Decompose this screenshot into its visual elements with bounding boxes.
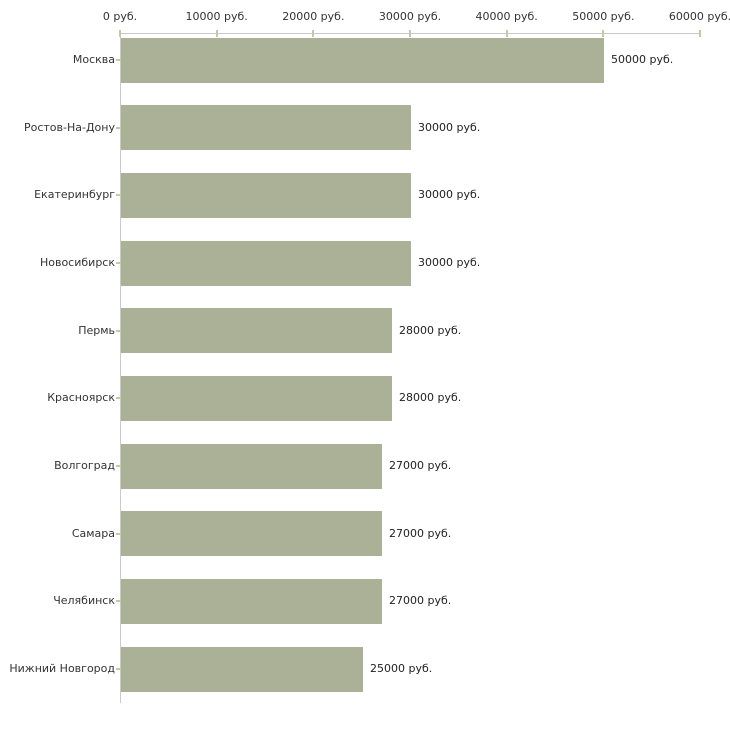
category-label: Челябинск [53, 594, 115, 607]
y-axis-tick [116, 668, 121, 670]
category-label: Ростов-На-Дону [23, 121, 115, 134]
bar [121, 38, 604, 83]
y-axis-tick [116, 330, 121, 332]
y-axis-tick [116, 600, 121, 602]
value-label: 27000 руб. [389, 527, 452, 540]
category-label: Пермь [78, 324, 115, 337]
value-label: 28000 руб. [399, 324, 462, 337]
x-axis-tick [505, 30, 508, 37]
bar [121, 511, 382, 556]
value-label: 30000 руб. [418, 256, 481, 269]
x-axis-tick-label: 60000 руб. [668, 10, 730, 23]
x-axis-tick-label: 30000 руб. [378, 10, 442, 23]
y-axis-tick [116, 262, 121, 264]
category-label: Новосибирск [39, 256, 115, 269]
y-axis-line [120, 33, 121, 703]
bar [121, 647, 363, 692]
x-axis-tick [699, 30, 701, 37]
category-label: Екатеринбург [34, 188, 115, 201]
bar [121, 241, 411, 286]
x-axis-tick-label: 10000 руб. [185, 10, 248, 23]
x-axis-tick [119, 30, 121, 37]
value-label: 50000 руб. [611, 53, 674, 66]
x-axis-tick [215, 30, 218, 37]
x-axis-tick [602, 30, 605, 37]
value-label: 27000 руб. [389, 459, 452, 472]
category-label: Нижний Новгород [9, 662, 115, 675]
category-label: Самара [71, 527, 115, 540]
x-axis-tick [409, 30, 411, 37]
category-label: Москва [72, 53, 115, 66]
bar [121, 308, 392, 353]
x-axis-tick-label: 40000 руб. [475, 10, 538, 23]
value-label: 30000 руб. [418, 188, 481, 201]
category-label: Красноярск [47, 391, 115, 404]
value-label: 30000 руб. [418, 121, 481, 134]
bar [121, 579, 382, 624]
y-axis-tick [116, 194, 121, 196]
x-axis-tick-label: 50000 руб. [572, 10, 635, 23]
bar [121, 105, 411, 150]
value-label: 28000 руб. [399, 391, 462, 404]
x-axis-tick [312, 30, 315, 37]
bar [121, 173, 411, 218]
value-label: 27000 руб. [389, 594, 452, 607]
x-axis-tick-label: 0 руб. [102, 10, 138, 23]
bar [121, 444, 382, 489]
bar [121, 376, 392, 421]
category-label: Волгоград [54, 459, 115, 472]
y-axis-tick [116, 59, 121, 61]
y-axis-tick [116, 127, 121, 129]
y-axis-tick [116, 465, 121, 467]
y-axis-tick [116, 533, 121, 535]
y-axis-tick [116, 397, 121, 399]
value-label: 25000 руб. [370, 662, 433, 675]
x-axis-tick-label: 20000 руб. [282, 10, 345, 23]
